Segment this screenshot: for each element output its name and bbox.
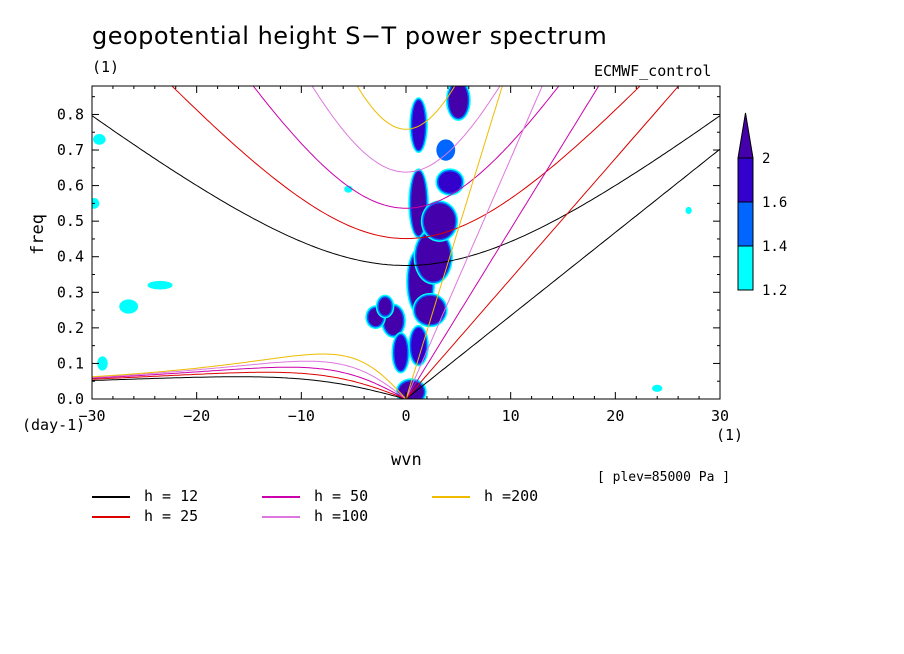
axis-ticks: −30 −20 −10 0 10 20 30 0.0 0.1 0.2 0.3 0.4 0.5 0.6 0.7… <box>57 86 729 425</box>
colorbar-segment <box>737 157 754 203</box>
y-tick-label: 0.2 <box>57 319 84 337</box>
x-tick-label: 0 <box>401 407 410 425</box>
legend-swatch <box>92 516 130 518</box>
y-axis-unit: (day-1) <box>22 416 86 434</box>
legend-label: h =200 <box>484 487 539 505</box>
legend-label: h = 25 <box>144 507 199 525</box>
dispersion-curve <box>405 86 600 399</box>
legend-swatch <box>262 496 300 498</box>
legend-swatch <box>432 496 470 498</box>
power-blob <box>685 206 692 215</box>
y-axis-label: freq <box>28 214 48 255</box>
colorbar-label: 1.2 <box>762 283 787 299</box>
y-tick-label: 0.1 <box>57 354 84 372</box>
power-blob <box>412 100 425 151</box>
colorbar-label: 2 <box>762 151 770 167</box>
dispersion-curve <box>405 148 720 399</box>
power-blob <box>378 297 392 316</box>
legend-swatch <box>92 496 130 498</box>
y-tick-label: 0.3 <box>57 283 84 301</box>
power-blob <box>411 327 426 364</box>
colorbar-segment <box>737 245 754 291</box>
y-tick-label: 0.4 <box>57 248 84 266</box>
y-tick-label: 0.7 <box>57 141 84 159</box>
power-blob <box>438 171 462 193</box>
power-blob <box>416 231 450 282</box>
model-label: ECMWF_control <box>594 62 712 80</box>
power-blob <box>448 86 468 119</box>
power-blob <box>93 134 106 145</box>
power-blob <box>394 334 408 371</box>
power-blob <box>423 203 456 239</box>
legend-label: h =100 <box>314 507 369 525</box>
dispersion-curve <box>92 366 407 399</box>
dispersion-curves <box>92 86 720 399</box>
footnote: [ plev=85000 Pa ] <box>597 470 731 485</box>
power-blob <box>415 295 445 325</box>
legend-item: h =100 <box>262 507 422 527</box>
y-tick-label: 0.0 <box>57 390 84 408</box>
colorbar-label: 1.4 <box>762 239 787 255</box>
dispersion-curve <box>92 360 407 399</box>
dispersion-curve <box>405 86 543 399</box>
chart-title: geopotential height S−T power spectrum <box>92 22 608 50</box>
power-blob <box>147 280 173 290</box>
legend-label: h = 50 <box>314 487 369 505</box>
dispersion-curve <box>405 86 680 399</box>
x-tick-label: 30 <box>711 407 729 425</box>
dispersion-curve <box>92 371 407 399</box>
power-blob <box>436 139 456 161</box>
colorbar-label: 1.6 <box>762 195 787 211</box>
dispersion-curve <box>171 86 641 240</box>
power-blob <box>344 185 353 193</box>
legend-item: h =200 <box>432 487 592 507</box>
x-tick-label: −30 <box>78 407 105 425</box>
legend-item: h = 50 <box>262 487 422 507</box>
legend-label: h = 12 <box>144 487 199 505</box>
x-axis-unit: (1) <box>716 426 744 444</box>
power-blob <box>92 198 100 209</box>
y-tick-label: 0.8 <box>57 105 84 123</box>
colorbar-segment <box>737 201 754 247</box>
colorbar-arrow <box>737 112 754 159</box>
power-blobs <box>92 86 692 399</box>
y-tick-label: 0.5 <box>57 212 84 230</box>
legend-item: h = 25 <box>92 507 252 527</box>
dispersion-curve <box>356 86 456 130</box>
colorbar: 2 1.6 1.4 1.2 <box>737 112 787 299</box>
x-tick-label: −20 <box>183 407 210 425</box>
dispersion-curve <box>92 353 407 399</box>
power-blob <box>119 299 139 314</box>
x-tick-label: −10 <box>288 407 315 425</box>
legend-item: h = 12 <box>92 487 252 507</box>
dispersion-curve <box>92 115 720 266</box>
y-tick-label: 0.6 <box>57 177 84 195</box>
dispersion-curve <box>252 86 560 209</box>
units-left: (1) <box>92 58 120 76</box>
power-blob <box>651 384 663 392</box>
power-blob <box>97 356 108 371</box>
dispersion-curve <box>92 376 407 399</box>
dispersion-curve <box>405 86 503 399</box>
x-tick-label: 10 <box>502 407 520 425</box>
legend-swatch <box>262 516 300 518</box>
x-axis-label: wvn <box>391 450 422 470</box>
dispersion-curve <box>311 86 501 173</box>
x-tick-label: 20 <box>606 407 624 425</box>
